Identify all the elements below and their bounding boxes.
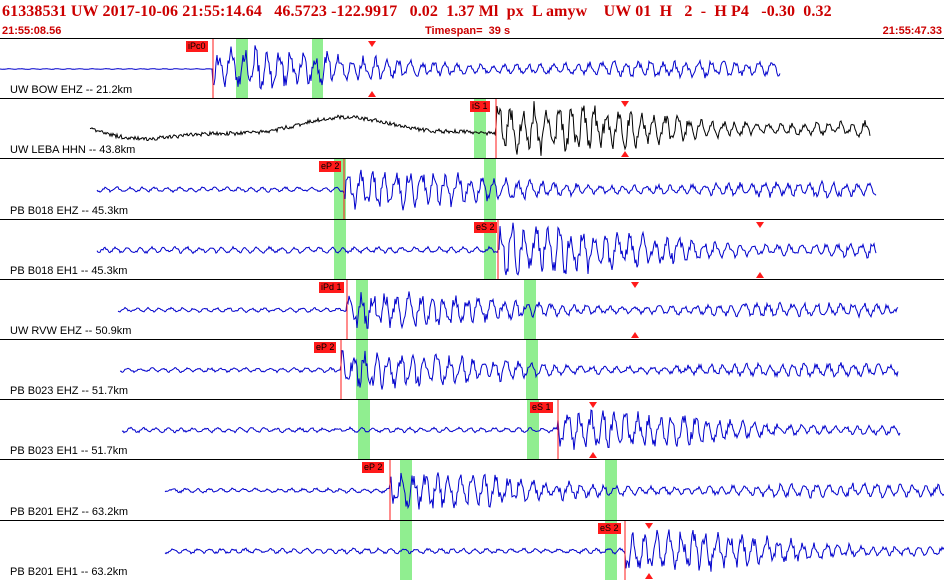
waveform-plot [121,400,901,459]
start-time-label: 21:55:08.56 [2,25,62,37]
pick-label[interactable]: iS 1 [470,101,490,112]
seismic-trace [96,169,877,211]
pick-label[interactable]: eP 2 [362,462,385,473]
channel-panel[interactable]: iPc0 UW BOW EHZ -- 21.2km [0,38,944,98]
pick-label[interactable]: eP 2 [319,161,342,172]
channel-panel[interactable]: eP 2 PB B023 EHZ -- 51.7km [0,339,944,399]
channel-panel[interactable]: iPd 1 UW RVW EHZ -- 50.9km [0,279,944,339]
waveform-plot [96,159,877,219]
channel-label: UW LEBA HHN -- 43.8km [10,144,136,156]
pick-label[interactable]: iPc0 [186,41,208,52]
waveform-plot [117,280,899,339]
arrival-window-band [474,99,486,158]
pick-label[interactable]: iPd 1 [319,282,344,293]
channel-panel[interactable]: eP 2 PB B018 EHZ -- 45.3km [0,158,944,219]
waveform-plot [0,39,781,98]
channel-label: PB B018 EH1 -- 45.3km [10,265,128,277]
arrival-window-band [527,400,539,459]
waveform-plot [89,99,871,158]
seismic-trace [164,529,944,572]
event-summary-title: 61338531 UW 2017-10-06 21:55:14.64 46.57… [2,3,832,20]
waveform-plot [164,521,944,580]
predicted-arrival-icon [631,332,639,338]
pick-label[interactable]: eS 1 [530,402,553,413]
seismic-trace [0,45,781,91]
arrival-window-band [334,159,346,219]
channel-label: PB B018 EHZ -- 45.3km [10,205,128,217]
predicted-arrival-icon [589,452,597,458]
arrival-window-band [605,521,617,580]
channel-label: UW BOW EHZ -- 21.2km [10,84,133,96]
channel-panel[interactable]: eP 2 PB B201 EHZ -- 63.2km [0,459,944,520]
predicted-arrival-icon [645,573,653,579]
arrival-window-band [334,220,346,279]
predicted-arrival-icon [756,222,764,228]
predicted-arrival-icon [756,272,764,278]
arrival-window-band [484,220,496,279]
seismic-trace [164,472,944,510]
predicted-arrival-icon [621,151,629,157]
channel-panel[interactable]: eS 2 PB B201 EH1 -- 63.2km [0,520,944,580]
channel-label: PB B023 EH1 -- 51.7km [10,445,128,457]
waveform-plot [119,340,899,399]
waveform-panels: iPc0 UW BOW EHZ -- 21.2km iS 1 UW LEBA HHN … [0,38,944,580]
arrival-window-band [356,280,368,339]
channel-panel[interactable]: iS 1 UW LEBA HHN -- 43.8km [0,98,944,158]
seismic-trace [89,101,871,156]
waveform-plot [164,460,944,520]
predicted-arrival-icon [368,41,376,47]
predicted-arrival-icon [589,402,597,408]
waveform-plot [96,220,877,279]
predicted-arrival-icon [645,523,653,529]
channel-label: PB B201 EH1 -- 63.2km [10,566,128,578]
timespan-label: Timespan= 39 s [425,25,511,37]
pick-label[interactable]: eP 2 [314,342,337,353]
seismic-trace [96,222,877,276]
channel-label: PB B201 EHZ -- 63.2km [10,506,128,518]
seismic-trace [121,409,901,450]
arrival-window-band [526,340,538,399]
header-bar: 61338531 UW 2017-10-06 21:55:14.64 46.57… [0,0,944,38]
pick-label[interactable]: eS 2 [598,523,621,534]
arrival-window-band [400,521,412,580]
predicted-arrival-icon [368,91,376,97]
seismic-trace [117,291,899,330]
pick-label[interactable]: eS 2 [474,222,497,233]
arrival-window-band [484,159,496,219]
seismic-trace [119,349,899,390]
end-time-label: 21:55:47.33 [882,25,942,37]
predicted-arrival-icon [631,282,639,288]
channel-label: PB B023 EHZ -- 51.7km [10,385,128,397]
channel-label: UW RVW EHZ -- 50.9km [10,325,132,337]
arrival-window-band [605,460,617,520]
predicted-arrival-icon [621,101,629,107]
channel-panel[interactable]: eS 2 PB B018 EH1 -- 45.3km [0,219,944,279]
channel-panel[interactable]: eS 1 PB B023 EH1 -- 51.7km [0,399,944,459]
